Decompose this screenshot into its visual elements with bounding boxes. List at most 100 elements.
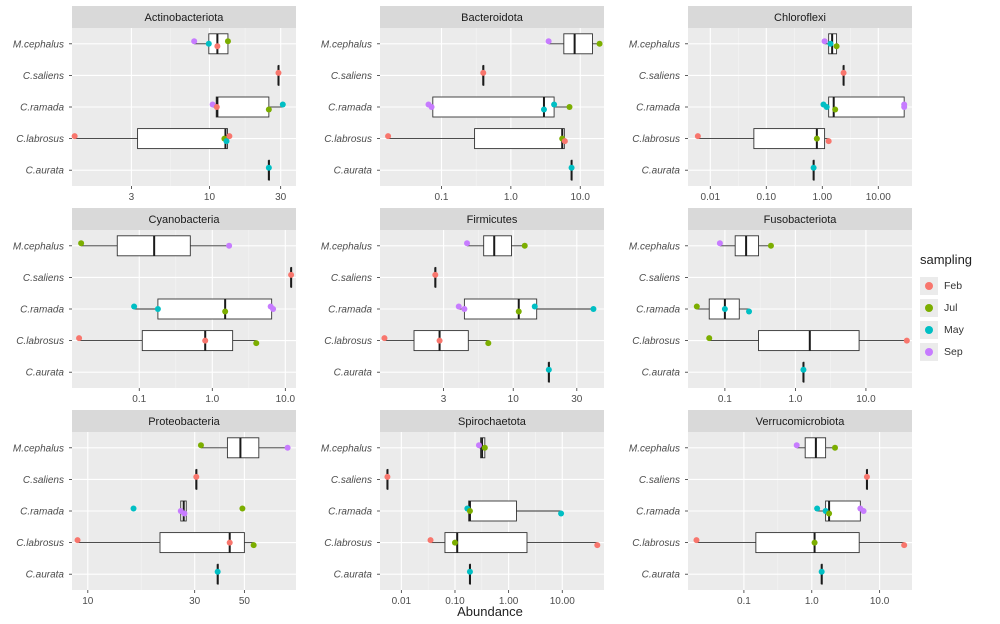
category-label: C.ramada bbox=[328, 305, 372, 316]
data-point bbox=[832, 106, 839, 113]
data-point bbox=[568, 164, 575, 171]
data-point bbox=[432, 271, 439, 278]
box bbox=[444, 532, 528, 554]
category-label: C.saliens bbox=[331, 273, 372, 284]
data-point bbox=[515, 308, 522, 315]
x-tick-label: 0.01 bbox=[392, 596, 412, 607]
data-point bbox=[903, 337, 910, 344]
data-point bbox=[461, 306, 468, 312]
data-point bbox=[833, 43, 840, 50]
legend-item-sep: Sep bbox=[920, 341, 996, 363]
x-tick-label: 0.1 bbox=[718, 394, 732, 405]
x-tick-label: 10 bbox=[82, 596, 94, 607]
data-point bbox=[540, 106, 547, 113]
legend-dot-feb bbox=[925, 282, 933, 290]
data-point bbox=[181, 510, 188, 517]
facet-strip bbox=[380, 208, 604, 230]
data-point bbox=[860, 508, 867, 514]
category-label: M.cephalus bbox=[629, 241, 680, 252]
data-point bbox=[840, 69, 847, 76]
x-tick-label: 10.0 bbox=[276, 394, 296, 405]
x-tick-label: 50 bbox=[239, 596, 251, 607]
box bbox=[157, 298, 273, 320]
facet-title: Spirochaetota bbox=[458, 416, 527, 428]
category-label: C.saliens bbox=[23, 475, 64, 486]
category-label: C.labrosus bbox=[324, 538, 372, 549]
box bbox=[483, 235, 512, 257]
facet-bacteroidota: Bacteroidota 0.1 1.0 10.0 M.cephalus C.salien… bbox=[321, 6, 604, 203]
box bbox=[226, 437, 260, 459]
category-label: C.aurata bbox=[642, 570, 681, 581]
category-label: C.saliens bbox=[639, 475, 680, 486]
box bbox=[463, 298, 538, 320]
data-point bbox=[821, 38, 828, 45]
category-label: C.aurata bbox=[26, 166, 65, 177]
facet-actinobacteriota: Actinobacteriota 3 10 30 M.cephalus C.saliens… bbox=[13, 6, 296, 203]
legend-dot-jul bbox=[925, 304, 933, 312]
data-point bbox=[78, 240, 85, 247]
category-label: C.aurata bbox=[26, 570, 65, 581]
facet-strip bbox=[688, 410, 912, 432]
x-tick-label: 0.1 bbox=[132, 394, 146, 405]
data-point bbox=[466, 568, 473, 575]
category-label: M.cephalus bbox=[13, 39, 64, 50]
data-point bbox=[693, 303, 700, 310]
facet-strip bbox=[380, 410, 604, 432]
category-label: C.saliens bbox=[23, 71, 64, 82]
legend-item-feb: Feb bbox=[920, 275, 996, 297]
data-point bbox=[130, 505, 137, 512]
legend-label-jul: Jul bbox=[944, 302, 958, 314]
facet-title: Bacteroidota bbox=[461, 12, 524, 24]
x-tick-label: 10 bbox=[508, 394, 520, 405]
legend: sampling Feb Jul May Sep bbox=[920, 252, 996, 363]
category-label: C.labrosus bbox=[16, 134, 64, 145]
data-point bbox=[193, 473, 200, 480]
data-point bbox=[265, 164, 272, 171]
facet-title: Chloroflexi bbox=[774, 12, 826, 24]
data-point bbox=[197, 442, 204, 449]
data-point bbox=[464, 240, 471, 247]
x-tick-label: 30 bbox=[275, 192, 287, 203]
data-point bbox=[827, 40, 834, 47]
data-point bbox=[284, 444, 291, 451]
data-point bbox=[253, 340, 260, 347]
data-point bbox=[485, 340, 492, 347]
data-point bbox=[265, 106, 272, 113]
data-point bbox=[545, 38, 552, 45]
category-label: C.ramada bbox=[20, 103, 64, 114]
data-point bbox=[545, 366, 552, 373]
box bbox=[137, 128, 228, 150]
facet-title: Firmicutes bbox=[467, 214, 518, 226]
data-point bbox=[451, 539, 458, 546]
category-label: M.cephalus bbox=[321, 39, 372, 50]
x-tick-label: 3 bbox=[441, 394, 447, 405]
data-point bbox=[214, 43, 221, 50]
legend-label-may: May bbox=[944, 324, 964, 336]
data-point bbox=[385, 133, 392, 140]
box bbox=[432, 96, 555, 118]
data-point bbox=[427, 537, 434, 544]
x-tick-label: 10.0 bbox=[571, 192, 591, 203]
category-label: C.ramada bbox=[20, 507, 64, 518]
legend-title: sampling bbox=[920, 252, 973, 267]
data-point bbox=[223, 138, 230, 145]
x-tick-label: 10.0 bbox=[870, 596, 890, 607]
data-point bbox=[531, 303, 538, 310]
data-point bbox=[551, 101, 558, 108]
box bbox=[828, 96, 905, 118]
data-point bbox=[475, 442, 482, 449]
category-label: C.labrosus bbox=[632, 538, 680, 549]
legend-item-may: May bbox=[920, 319, 996, 341]
category-label: M.cephalus bbox=[629, 443, 680, 454]
data-point bbox=[716, 240, 723, 247]
data-point bbox=[466, 508, 473, 514]
data-point bbox=[222, 308, 229, 315]
category-label: C.labrosus bbox=[16, 336, 64, 347]
facet-verrucomicrobiota: Verrucomicrobiota 0.1 1.0 10.0 M.cephalus C.s… bbox=[629, 410, 912, 607]
x-tick-label: 1.0 bbox=[788, 394, 802, 405]
category-label: M.cephalus bbox=[321, 241, 372, 252]
box bbox=[825, 500, 861, 522]
data-point bbox=[436, 337, 443, 344]
x-tick-label: 10.00 bbox=[550, 596, 575, 607]
category-label: C.ramada bbox=[636, 305, 680, 316]
